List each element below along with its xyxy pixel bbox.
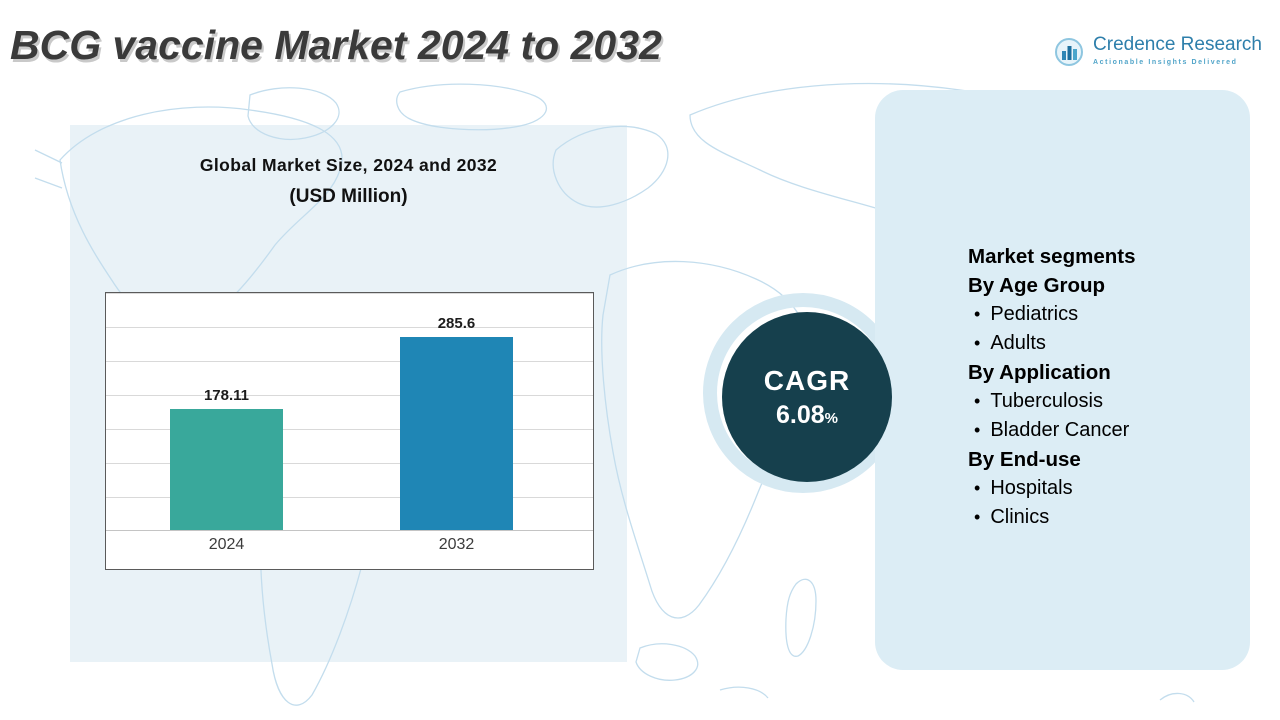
segment-item: • Adults xyxy=(968,329,1135,358)
segment-group-label: By Age Group xyxy=(968,273,1106,297)
bullet-icon: • xyxy=(974,420,981,440)
map-left-edge-marks xyxy=(34,149,63,189)
map-indonesia xyxy=(635,643,699,681)
segments-heading: Market segments xyxy=(968,244,1136,268)
segment-item-label: Hospitals xyxy=(990,477,1073,499)
bullet-icon: • xyxy=(974,478,981,498)
bar-value-label: 178.11 xyxy=(203,387,250,404)
bar-group-2032: 285.6 xyxy=(400,315,513,530)
chart-subtitle: (USD Million) xyxy=(289,186,408,207)
map-bottom-right-squiggle xyxy=(1159,692,1195,703)
cagr-circle: CAGR 6.08% xyxy=(722,312,892,482)
cagr-percent-sign: % xyxy=(824,409,838,427)
segment-group-label: By Application xyxy=(968,360,1111,384)
segment-item: • Tuberculosis xyxy=(968,387,1135,416)
segment-item-label: Tuberculosis xyxy=(990,390,1103,412)
bar-group-2024: 178.11 xyxy=(170,387,283,530)
logo-bar-chart-icon xyxy=(1055,38,1084,66)
segment-item-label: Adults xyxy=(990,332,1046,354)
segment-item-label: Pediatrics xyxy=(990,303,1079,325)
map-madagascar xyxy=(785,578,817,657)
segment-item-label: Clinics xyxy=(990,506,1050,528)
segment-item: • Clinics xyxy=(968,503,1135,532)
segment-item: • Bladder Cancer xyxy=(968,416,1135,445)
chart-title: Global Market Size, 2024 and 2032 xyxy=(199,155,498,175)
segment-item-label: Bladder Cancer xyxy=(990,419,1130,441)
bullet-icon: • xyxy=(974,391,981,411)
market-segments-list: Market segments By Age Group • Pediatric… xyxy=(968,242,1135,532)
cagr-label: CAGR xyxy=(763,364,851,396)
segments-panel: Market segments By Age Group • Pediatric… xyxy=(875,90,1250,670)
map-arctic-landmass xyxy=(396,83,547,131)
logo-text-block: Credence Research Actionable Insights De… xyxy=(1093,34,1262,66)
x-axis-label-2032: 2032 xyxy=(438,536,475,553)
cagr-value: 6.08% xyxy=(776,401,838,430)
bullet-icon: • xyxy=(974,333,981,353)
credence-research-logo: Credence Research Actionable Insights De… xyxy=(1052,34,1262,68)
bullet-icon: • xyxy=(974,507,981,527)
chart-plot-area: 178.11 285.6 xyxy=(106,293,593,531)
page-title: BCG vaccine Market 2024 to 2032 xyxy=(10,22,662,68)
cagr-number: 6.08 xyxy=(775,400,825,429)
bar-value-label: 285.6 xyxy=(437,315,476,332)
segment-item: • Pediatrics xyxy=(968,300,1135,329)
chart-titles: Global Market Size, 2024 and 2032 (USD M… xyxy=(70,155,627,208)
chart-bar xyxy=(400,337,513,530)
segment-item: • Hospitals xyxy=(968,474,1135,503)
segment-group-label: By End-use xyxy=(968,447,1081,471)
bar-chart: 178.11 285.6 2024 2032 xyxy=(105,292,594,570)
bullet-icon: • xyxy=(974,304,981,324)
x-axis-label-2024: 2024 xyxy=(208,536,245,553)
logo-name: Credence Research xyxy=(1093,34,1262,55)
chart-bar xyxy=(170,409,283,530)
logo-tagline: Actionable Insights Delivered xyxy=(1093,59,1238,66)
map-australia-hint xyxy=(719,686,769,699)
